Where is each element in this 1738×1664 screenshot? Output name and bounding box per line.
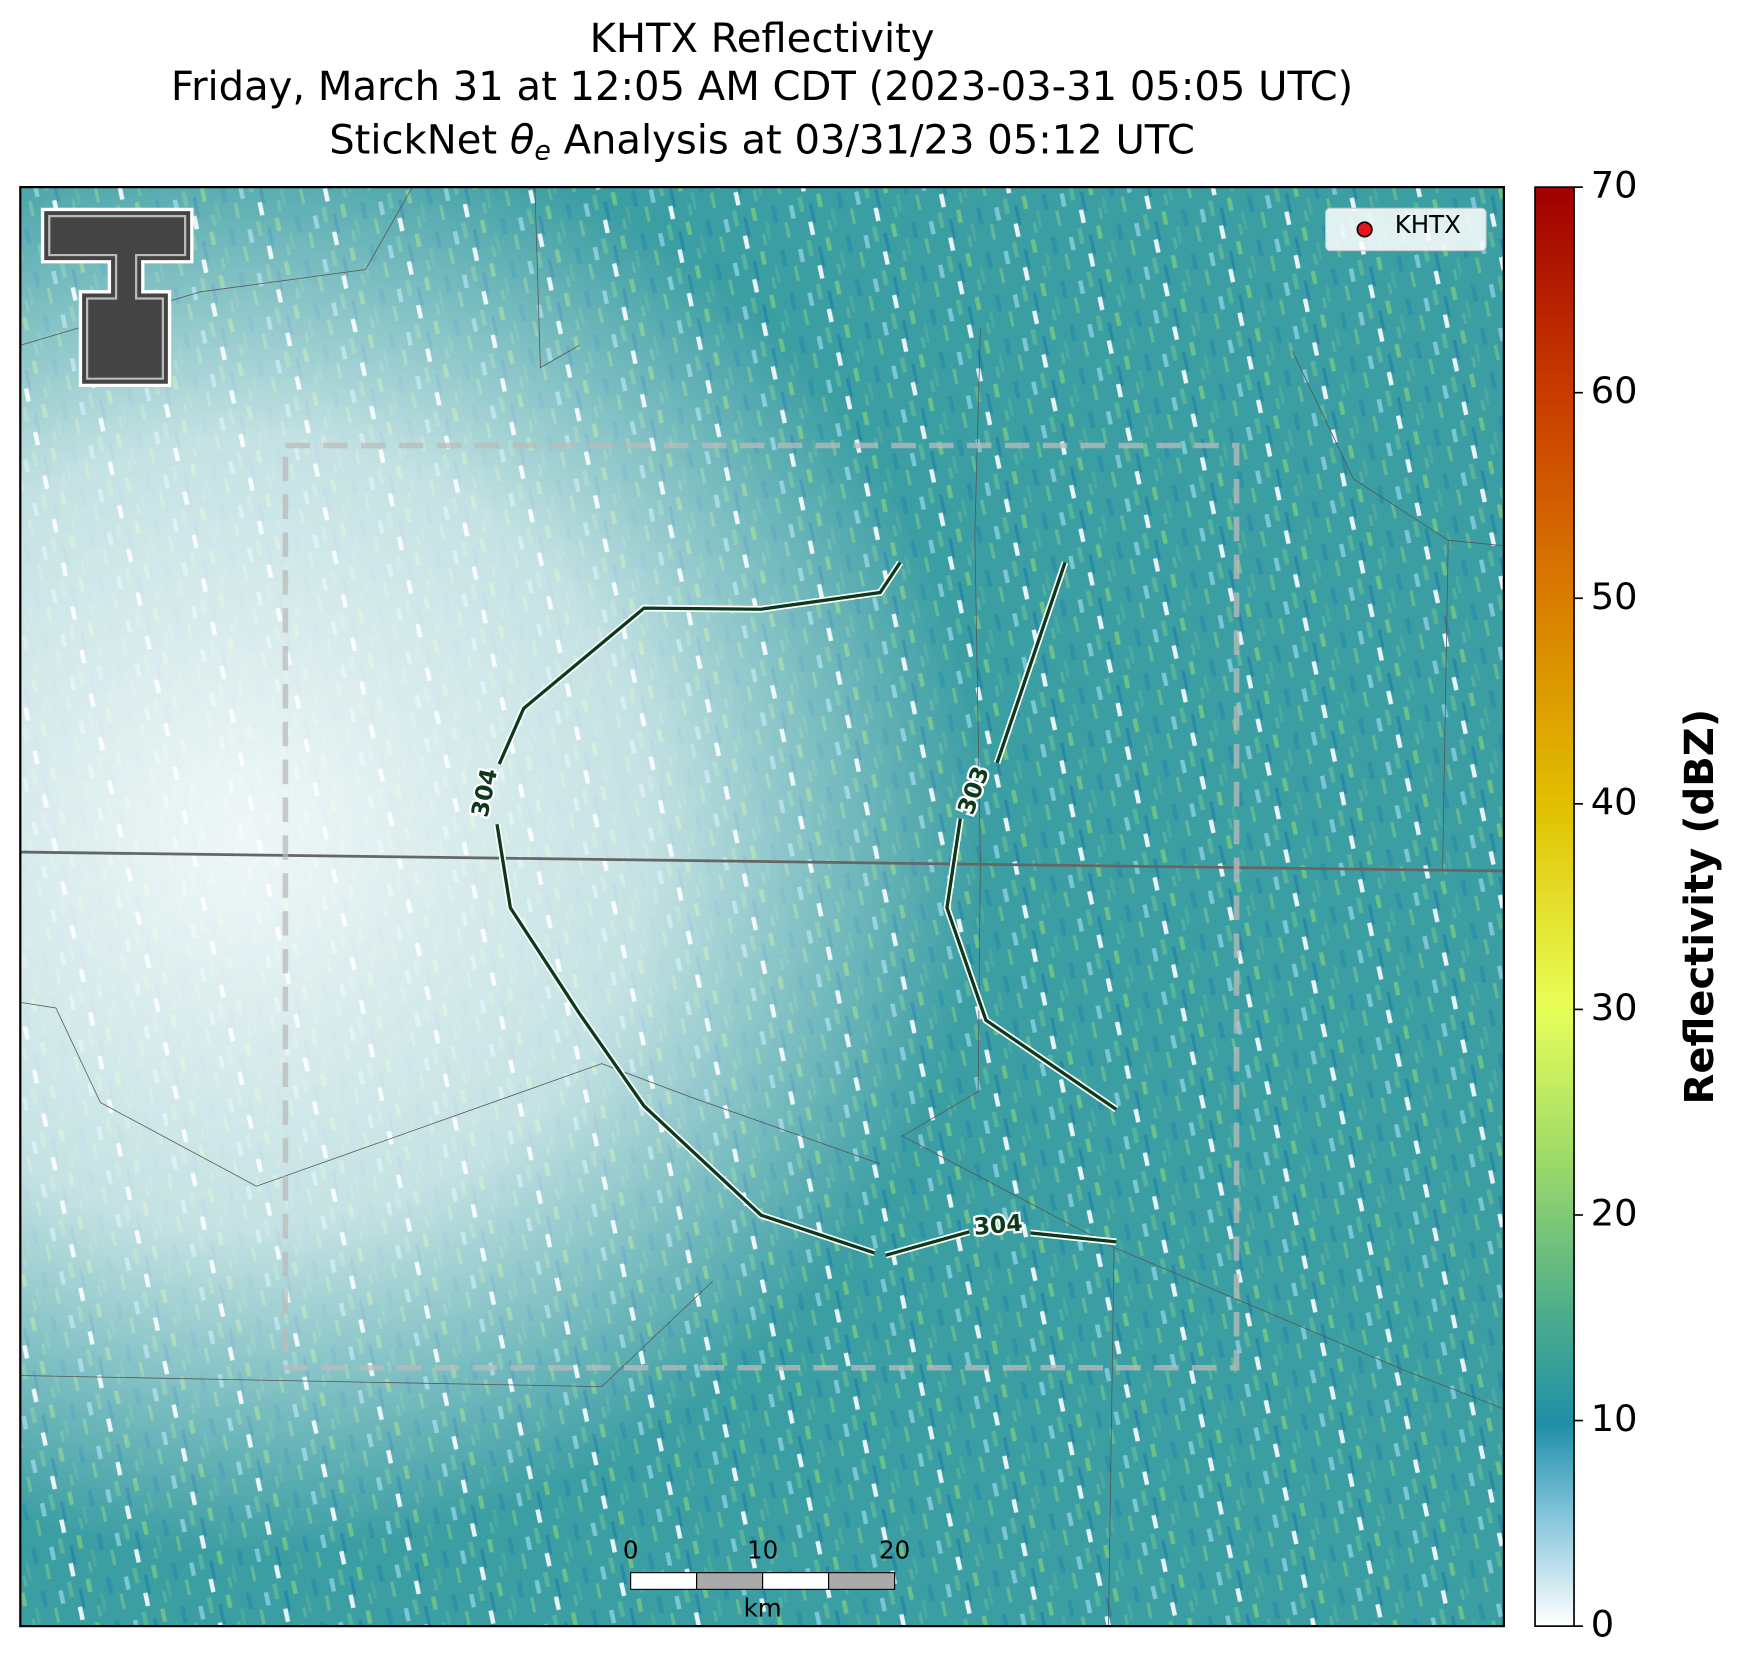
map-frame: [19, 186, 1505, 1628]
analysis-box: [282, 442, 1240, 1371]
state-border: [20, 850, 1504, 873]
scale-segment: [828, 1572, 896, 1590]
scale-segment: [696, 1572, 764, 1590]
radar-clear-area: [20, 187, 1504, 1627]
logo: [40, 207, 194, 388]
colorbar-tick-label: 20: [1591, 1191, 1638, 1234]
title-symbol: θ: [510, 118, 535, 164]
title-line: StickNet θe Analysis at 03/31/23 05:12 U…: [329, 118, 1195, 173]
title-subscript: e: [534, 135, 550, 166]
colorbar-tick-label: 60: [1591, 369, 1638, 412]
colorbar-ticks: 0 10 20 30 40 50 60 70: [1574, 164, 1638, 1646]
county-border: [20, 187, 1504, 1627]
title-line: KHTX Reflectivity: [590, 16, 935, 62]
contour-303: [943, 561, 1119, 1113]
colorbar-tick-label: 30: [1591, 986, 1638, 1029]
scale-tick-label: 20: [879, 1536, 910, 1565]
colorbar-tick-label: 70: [1591, 164, 1638, 207]
scale-unit: km: [744, 1593, 782, 1622]
title-text: Analysis at 03/31/23 05:12 UTC: [564, 118, 1195, 164]
colorbar-tick-label: 0: [1591, 1603, 1614, 1646]
contour-304: [493, 560, 1117, 1259]
scale-tick-label: 0: [623, 1536, 639, 1565]
colorbar: [1534, 186, 1575, 1627]
legend-marker: [1356, 221, 1373, 238]
contour-label: 304: [973, 1209, 1024, 1241]
colorbar-label: Reflectivity (dBZ): [1677, 709, 1723, 1105]
legend-box: [1325, 207, 1487, 252]
colorbar-tick-label: 50: [1591, 575, 1638, 618]
title-text: StickNet: [329, 118, 497, 164]
scale-bar: 0 10 20 km: [623, 1536, 910, 1623]
scale-segment: [762, 1572, 830, 1590]
legend-label: KHTX: [1395, 210, 1461, 239]
colorbar-tick-label: 10: [1591, 1397, 1638, 1440]
scale-tick-label: 10: [747, 1536, 778, 1565]
title-line: Friday, March 31 at 12:05 AM CDT (2023-0…: [171, 64, 1353, 110]
colorbar-tick-label: 40: [1591, 780, 1638, 823]
scale-segment: [630, 1572, 698, 1590]
